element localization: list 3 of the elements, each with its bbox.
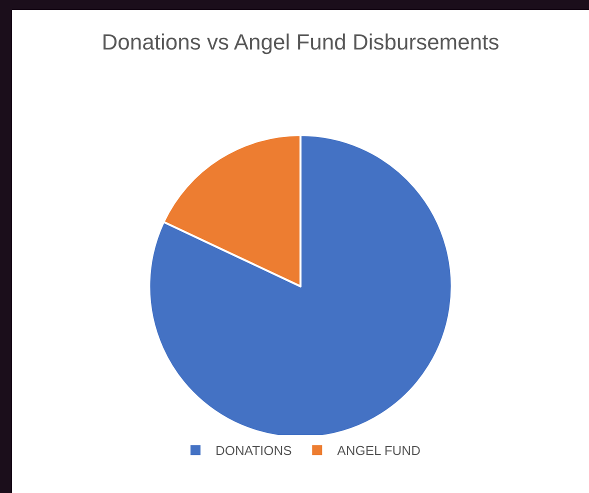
chart-title: Donations vs Angel Fund Disbursements [102,30,500,55]
legend-label: ANGEL FUND [337,443,420,458]
legend-label: DONATIONS [216,443,292,458]
